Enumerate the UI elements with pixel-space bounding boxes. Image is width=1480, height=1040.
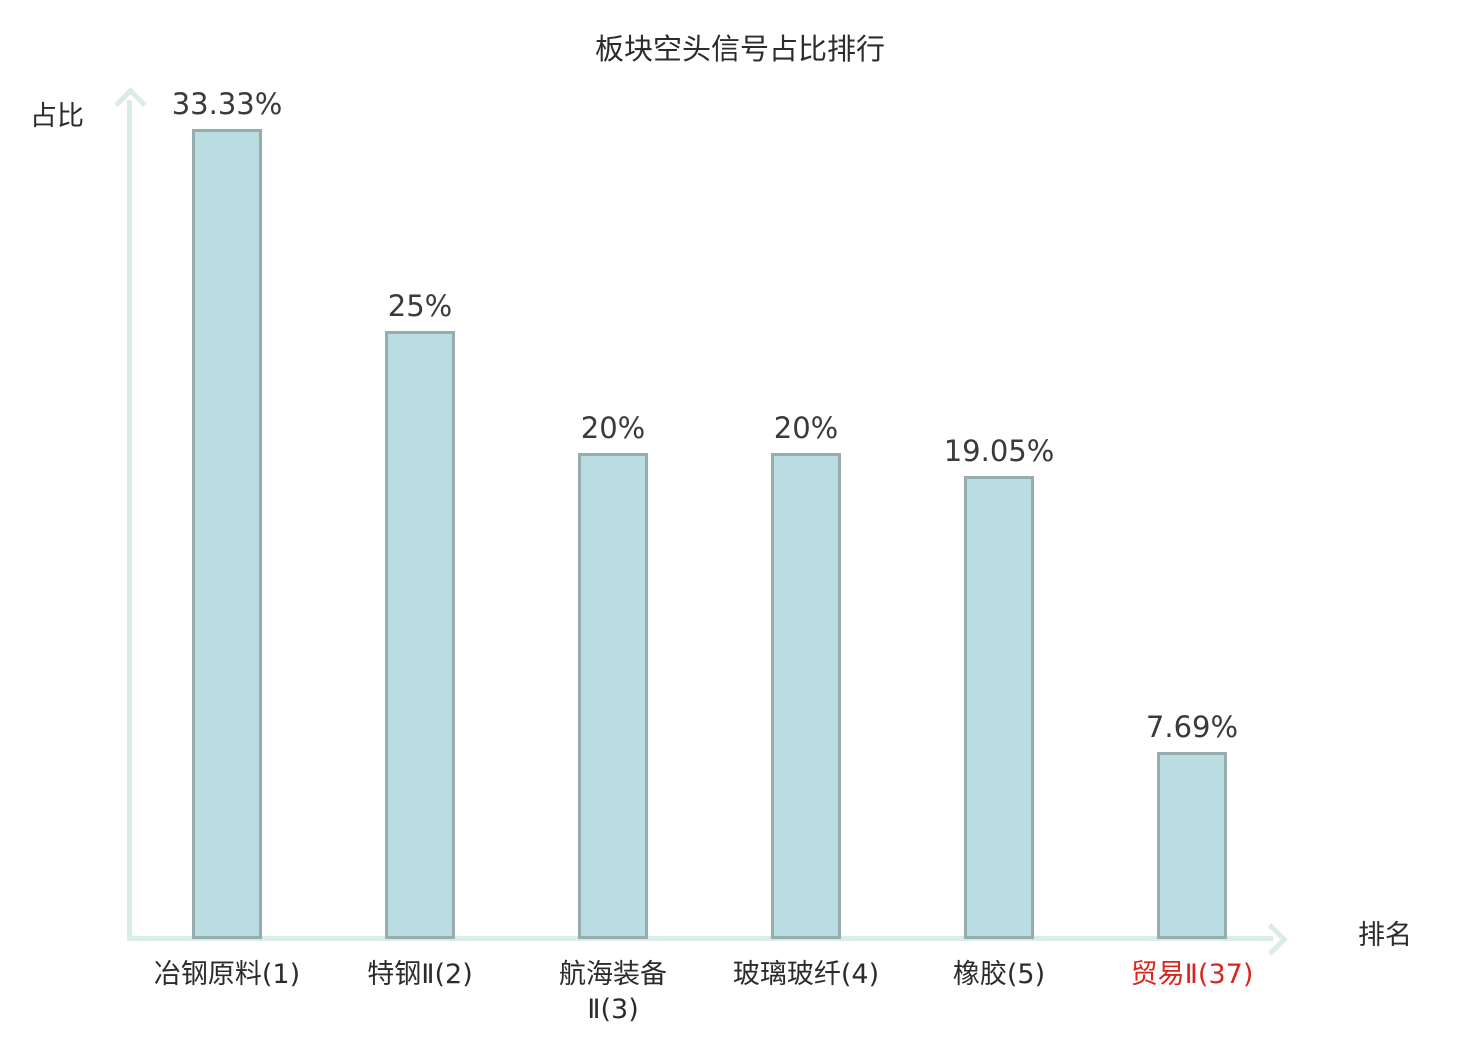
bar	[771, 453, 841, 939]
bar-value-label: 33.33%	[171, 87, 283, 121]
bar-category-label: 特钢Ⅱ(2)	[367, 959, 473, 990]
bar-value-label: 20%	[773, 411, 839, 445]
x-axis-line	[127, 936, 1273, 941]
x-axis-arrow-icon	[1255, 923, 1288, 956]
bar	[1157, 752, 1227, 939]
bar-value-label: 19.05%	[943, 434, 1055, 468]
bar-value-label: 7.69%	[1145, 710, 1239, 744]
bar-value-label: 25%	[387, 289, 453, 323]
bar	[578, 453, 648, 939]
bar-category-label: 航海装备 Ⅱ(3)	[559, 959, 667, 1026]
bar-category-label: 玻璃玻纤(4)	[732, 959, 880, 990]
y-axis-label: 占比	[30, 101, 84, 132]
bar	[385, 331, 455, 939]
bar-category-label: 冶钢原料(1)	[153, 959, 301, 990]
x-axis-label: 排名	[1358, 920, 1412, 951]
bar	[192, 129, 262, 939]
bar-category-label: 贸易Ⅱ(37)	[1130, 959, 1254, 990]
bar-value-label: 20%	[580, 411, 646, 445]
bar	[964, 476, 1034, 939]
bar-category-label: 橡胶(5)	[952, 959, 1046, 990]
y-axis-line	[127, 100, 132, 940]
chart-title: 板块空头信号占比排行	[594, 32, 885, 66]
